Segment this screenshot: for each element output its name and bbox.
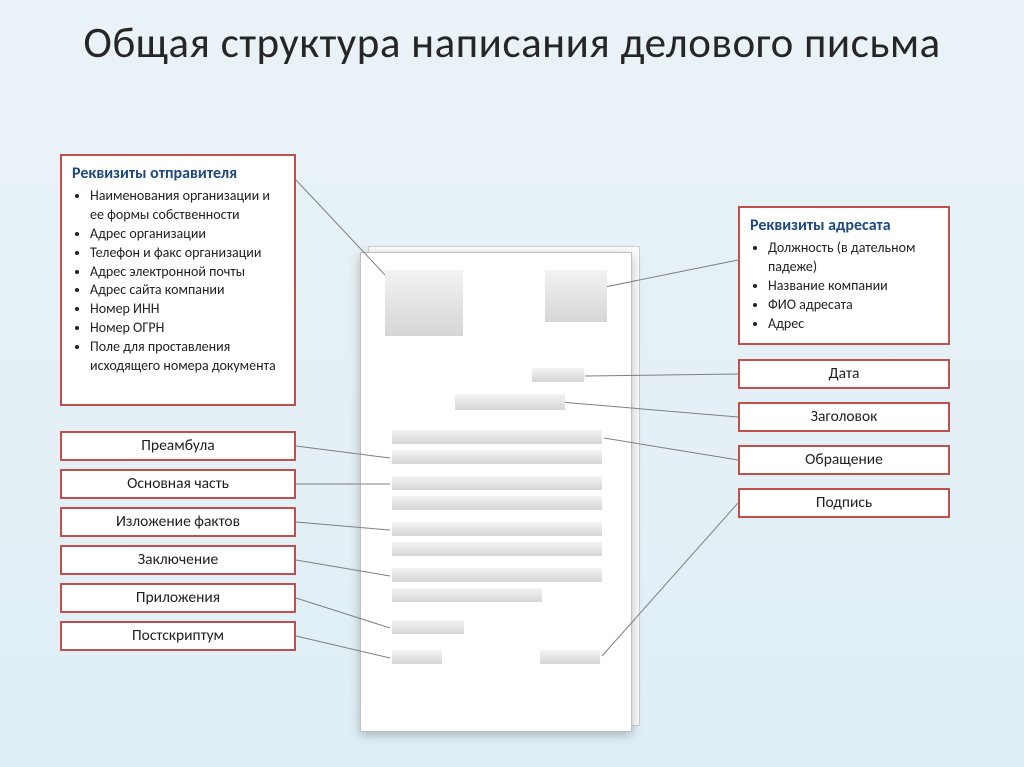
- content-placeholder: [392, 620, 464, 634]
- recipient-item: ФИО адресата: [768, 296, 938, 315]
- content-placeholder: [392, 496, 602, 510]
- recipient-details-title: Реквизиты адресата: [750, 216, 938, 235]
- content-placeholder: [392, 430, 602, 444]
- diagram-stage: Реквизиты отправителя Наименования орган…: [0, 150, 1024, 767]
- sender-details-list: Наименования организации и ее формы собс…: [72, 187, 284, 376]
- content-placeholder: [392, 650, 442, 664]
- sender-details-title: Реквизиты отправителя: [72, 164, 284, 183]
- section-label-подпись: Подпись: [738, 488, 950, 518]
- content-placeholder: [392, 522, 602, 536]
- section-label-приложения: Приложения: [60, 583, 296, 613]
- sender-details-box: Реквизиты отправителя Наименования орган…: [60, 154, 296, 406]
- section-label-постскриптум: Постскриптум: [60, 621, 296, 651]
- content-placeholder: [392, 588, 542, 602]
- sender-item: Номер ОГРН: [90, 319, 284, 338]
- section-label-обращение: Обращение: [738, 445, 950, 475]
- section-label-основная-часть: Основная часть: [60, 469, 296, 499]
- content-placeholder: [392, 568, 602, 582]
- content-placeholder: [545, 270, 607, 322]
- recipient-item: Должность (в дательном падеже): [768, 239, 938, 277]
- content-placeholder: [532, 368, 584, 382]
- recipient-details-list: Должность (в дательном падеже)Название к…: [750, 239, 938, 333]
- content-placeholder: [455, 394, 565, 410]
- section-label-изложение-фактов: Изложение фактов: [60, 507, 296, 537]
- sender-item: Телефон и факс организации: [90, 244, 284, 263]
- content-placeholder: [392, 542, 602, 556]
- sender-item: Адрес электронной почты: [90, 263, 284, 282]
- sender-item: Поле для проставления исходящего номера …: [90, 338, 284, 376]
- section-label-заключение: Заключение: [60, 545, 296, 575]
- page-title: Общая структура написания делового письм…: [0, 0, 1024, 67]
- sender-item: Адрес сайта компании: [90, 281, 284, 300]
- recipient-details-box: Реквизиты адресата Должность (в дательно…: [738, 206, 950, 345]
- section-label-заголовок: Заголовок: [738, 402, 950, 432]
- content-placeholder: [392, 450, 602, 464]
- sender-item: Адрес организации: [90, 225, 284, 244]
- sender-item: Номер ИНН: [90, 300, 284, 319]
- content-placeholder: [540, 650, 600, 664]
- recipient-item: Название компании: [768, 277, 938, 296]
- section-label-преамбула: Преамбула: [60, 431, 296, 461]
- section-label-дата: Дата: [738, 359, 950, 389]
- recipient-item: Адрес: [768, 315, 938, 334]
- content-placeholder: [392, 476, 602, 490]
- content-placeholder: [385, 270, 463, 336]
- sender-item: Наименования организации и ее формы собс…: [90, 187, 284, 225]
